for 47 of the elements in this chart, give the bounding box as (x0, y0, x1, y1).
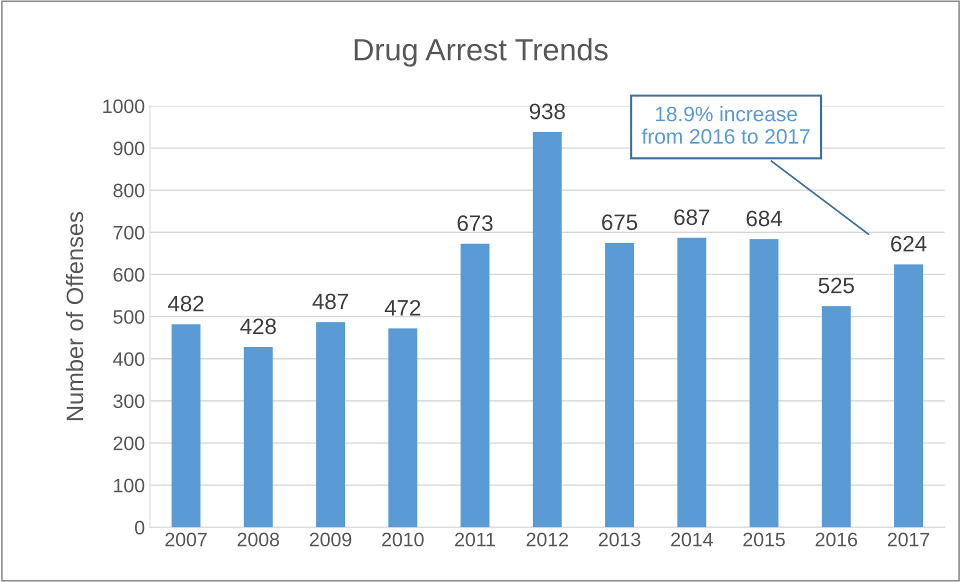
y-tick-label: 700 (114, 226, 144, 240)
bar (172, 324, 200, 528)
bar (532, 132, 562, 528)
x-tick-label: 2009 (310, 532, 352, 546)
y-tick-label: 1000 (103, 99, 144, 114)
x-tick-label: 2010 (382, 532, 424, 546)
x-tick-label: 2007 (165, 532, 207, 546)
data-label: 673 (458, 215, 493, 231)
data-label: 687 (674, 209, 710, 226)
bar (388, 328, 418, 528)
data-label: 525 (818, 278, 854, 294)
bar (894, 264, 923, 528)
bar (605, 242, 634, 528)
data-label: 624 (891, 236, 926, 252)
bar (244, 346, 273, 528)
x-tick-label: 2016 (816, 532, 858, 546)
bar (460, 244, 490, 528)
y-tick-label: 200 (114, 436, 144, 450)
data-label: 938 (530, 104, 565, 120)
data-label: 675 (602, 214, 638, 230)
data-label: 428 (240, 318, 276, 334)
y-tick-label: 600 (114, 268, 144, 282)
x-tick-label: 2015 (743, 532, 785, 546)
x-tick-label: 2013 (598, 532, 640, 546)
x-tick-label: 2014 (671, 532, 713, 546)
x-tick-label: 2012 (526, 532, 568, 546)
y-axis-title: Number of Offenses (66, 212, 84, 420)
data-label: 487 (312, 294, 348, 310)
y-tick-label: 100 (114, 478, 144, 492)
bar (677, 238, 706, 528)
y-tick-label: 400 (113, 352, 144, 366)
bar (316, 322, 345, 528)
data-label: 684 (746, 210, 782, 226)
bar (750, 239, 778, 528)
y-tick-label: 500 (113, 310, 144, 324)
y-tick-label: 900 (114, 142, 144, 156)
y-tick-label: 800 (113, 184, 144, 198)
bar (822, 306, 851, 528)
x-tick-label: 2008 (238, 532, 280, 546)
chart-title: Drug Arrest Trends (354, 38, 608, 67)
x-tick-label: 2017 (888, 532, 930, 546)
data-label: 472 (384, 300, 420, 316)
x-tick-label: 2011 (455, 532, 496, 546)
y-tick-label: 300 (113, 394, 144, 408)
data-label: 482 (168, 296, 204, 312)
annotation: 18.9% increase from 2016 to 2017 (642, 106, 810, 144)
y-tick-label: 0 (135, 520, 144, 535)
